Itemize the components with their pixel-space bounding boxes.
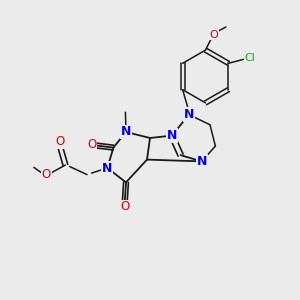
Text: N: N: [102, 161, 112, 175]
Text: O: O: [87, 137, 96, 151]
Text: N: N: [196, 155, 207, 168]
Text: Cl: Cl: [244, 53, 255, 63]
Text: N: N: [121, 125, 131, 139]
Text: N: N: [184, 108, 194, 121]
Text: O: O: [56, 135, 64, 148]
Text: N: N: [167, 129, 177, 142]
Text: O: O: [209, 29, 218, 40]
Text: O: O: [42, 168, 51, 181]
Text: O: O: [120, 200, 129, 214]
